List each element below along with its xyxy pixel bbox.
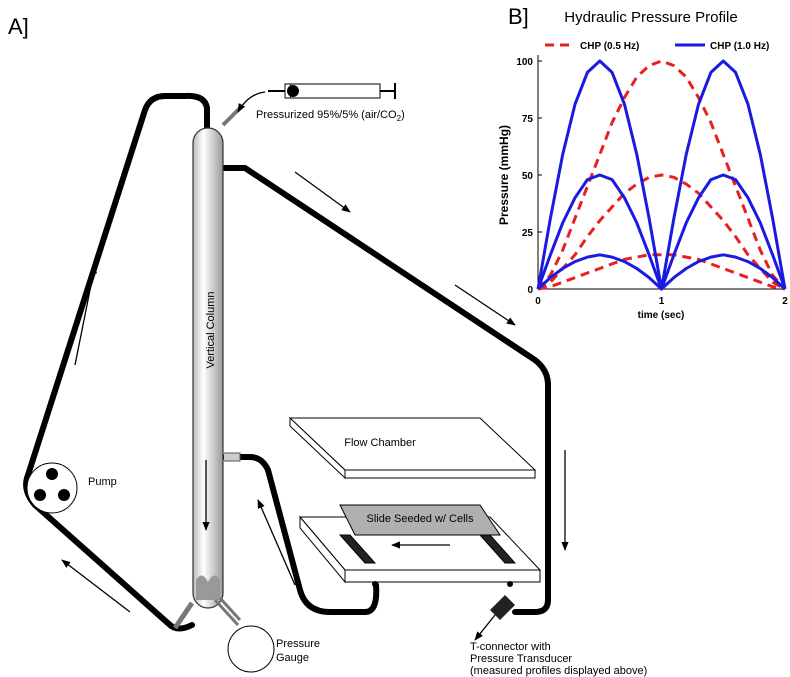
y-tick-label: 50 bbox=[522, 171, 534, 182]
gas-label-part: Pressurized 95%/5% (air/CO bbox=[256, 109, 397, 121]
series-line bbox=[536, 173, 787, 291]
vertical-column bbox=[192, 127, 224, 609]
connector-label: Pressure Transducer bbox=[470, 653, 572, 665]
port bbox=[507, 581, 513, 587]
slide bbox=[339, 504, 501, 536]
y-tick-label: 0 bbox=[527, 285, 533, 296]
series-line bbox=[536, 253, 787, 291]
connector-label: (measured profiles displayed above) bbox=[470, 665, 647, 677]
pressure-gauge bbox=[227, 625, 275, 673]
connector bbox=[224, 452, 241, 462]
y-tick-label: 25 bbox=[522, 228, 534, 239]
slide-label: Slide Seeded w/ Cells bbox=[366, 513, 474, 525]
connector-label: T-connector with bbox=[470, 641, 551, 653]
series-line bbox=[537, 253, 786, 291]
direction-arrows bbox=[61, 171, 569, 613]
panel-label: B] bbox=[508, 4, 529, 29]
connector bbox=[221, 106, 242, 127]
y-tick-label: 100 bbox=[516, 57, 533, 68]
gas-label-part: ) bbox=[401, 109, 405, 121]
tube bbox=[204, 147, 551, 615]
fluid bbox=[196, 575, 220, 600]
y-axis-label: Pressure (mmHg) bbox=[497, 125, 511, 225]
x-tick-label: 1 bbox=[659, 296, 665, 307]
connector bbox=[172, 601, 195, 630]
x-tick-label: 2 bbox=[782, 296, 788, 307]
pump-label: Pump bbox=[88, 476, 117, 488]
panel-label: A] bbox=[8, 14, 29, 39]
y-tick-label: 75 bbox=[522, 114, 534, 125]
legend-label: CHP (0.5 Hz) bbox=[580, 41, 639, 52]
connector bbox=[213, 596, 242, 627]
syringe bbox=[237, 83, 396, 113]
x-axis-label: time (sec) bbox=[638, 310, 685, 321]
gauge-label: Gauge bbox=[276, 652, 309, 664]
gauge-label: Pressure bbox=[276, 638, 320, 650]
chart-title: Hydraulic Pressure Profile bbox=[564, 9, 737, 26]
flow-chamber-label: Flow Chamber bbox=[344, 437, 416, 449]
gas-label: Pressurized 95%/5% (air/CO2) bbox=[256, 109, 405, 123]
tube bbox=[222, 454, 380, 615]
pointer bbox=[474, 614, 496, 641]
series-line bbox=[537, 173, 786, 291]
pump bbox=[26, 462, 78, 514]
tube bbox=[23, 92, 210, 632]
column-label: Vertical Column bbox=[205, 291, 217, 368]
port bbox=[372, 581, 378, 587]
gas-label-sub: 2 bbox=[397, 114, 402, 123]
series-line bbox=[536, 59, 787, 291]
legend-label: CHP (1.0 Hz) bbox=[710, 41, 769, 52]
flow-chamber bbox=[288, 416, 537, 480]
t-connector bbox=[490, 595, 515, 620]
x-tick-label: 0 bbox=[535, 296, 541, 307]
